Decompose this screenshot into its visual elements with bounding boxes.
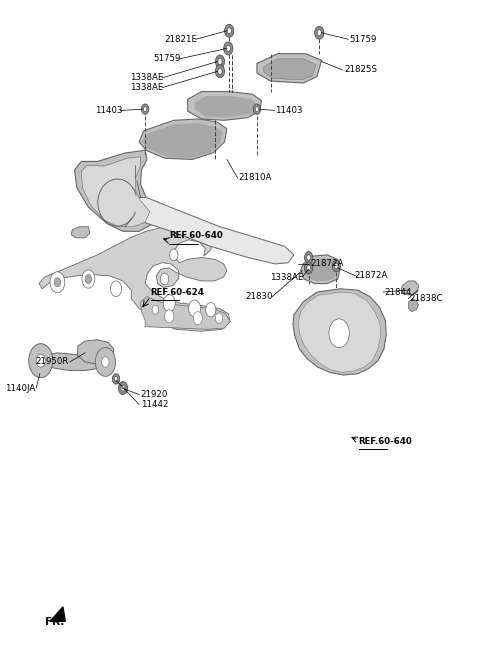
Circle shape	[119, 382, 128, 395]
Polygon shape	[401, 281, 419, 295]
Circle shape	[304, 262, 313, 274]
Circle shape	[121, 385, 125, 391]
Circle shape	[255, 107, 259, 112]
Polygon shape	[408, 298, 419, 312]
Circle shape	[160, 273, 168, 285]
Circle shape	[226, 45, 230, 51]
Circle shape	[142, 104, 149, 114]
Polygon shape	[264, 59, 316, 80]
Circle shape	[315, 26, 324, 39]
Circle shape	[253, 104, 261, 114]
Circle shape	[335, 263, 338, 268]
Text: 51759: 51759	[349, 35, 377, 44]
Polygon shape	[50, 607, 65, 621]
Text: REF.60-624: REF.60-624	[151, 287, 204, 297]
Circle shape	[225, 24, 234, 37]
Circle shape	[304, 251, 313, 263]
Circle shape	[29, 344, 53, 378]
Polygon shape	[139, 119, 227, 159]
Polygon shape	[82, 157, 150, 227]
Polygon shape	[141, 297, 230, 329]
Text: 51759: 51759	[153, 54, 180, 64]
Circle shape	[307, 255, 311, 260]
Circle shape	[165, 310, 174, 323]
Text: 21872A: 21872A	[310, 260, 343, 268]
Text: 21872A: 21872A	[354, 271, 387, 280]
Polygon shape	[257, 54, 322, 83]
Circle shape	[102, 357, 109, 367]
Text: 11403: 11403	[95, 106, 122, 115]
Circle shape	[112, 374, 120, 384]
Polygon shape	[78, 340, 114, 364]
Circle shape	[169, 249, 178, 260]
Polygon shape	[142, 123, 222, 158]
Circle shape	[95, 348, 116, 377]
Circle shape	[114, 377, 118, 381]
Text: 21920: 21920	[141, 390, 168, 399]
Polygon shape	[39, 225, 230, 331]
Text: 11403: 11403	[276, 106, 303, 115]
Circle shape	[205, 302, 216, 317]
Text: 21821E: 21821E	[164, 35, 197, 44]
Circle shape	[110, 281, 121, 297]
Circle shape	[36, 354, 46, 367]
Circle shape	[317, 30, 321, 35]
Text: 21838C: 21838C	[409, 294, 443, 303]
Polygon shape	[71, 227, 90, 238]
Text: 21810A: 21810A	[239, 173, 272, 182]
Circle shape	[163, 295, 175, 312]
Circle shape	[218, 58, 222, 64]
Circle shape	[144, 107, 147, 112]
Circle shape	[224, 42, 233, 55]
Circle shape	[54, 277, 60, 287]
Polygon shape	[194, 96, 257, 117]
Text: 21830: 21830	[246, 292, 273, 301]
Circle shape	[218, 68, 222, 74]
Circle shape	[216, 55, 225, 68]
Text: 21950R: 21950R	[35, 358, 69, 367]
Text: 1140JA: 1140JA	[5, 384, 35, 392]
Circle shape	[307, 265, 311, 270]
Circle shape	[193, 312, 203, 325]
Circle shape	[152, 305, 158, 314]
Text: REF.60-640: REF.60-640	[169, 232, 223, 241]
Polygon shape	[39, 353, 104, 371]
Polygon shape	[304, 258, 337, 281]
Text: 21825S: 21825S	[345, 66, 378, 75]
Circle shape	[85, 274, 92, 283]
Text: REF.60-640: REF.60-640	[359, 437, 412, 445]
Text: 21844: 21844	[384, 287, 411, 297]
Polygon shape	[299, 292, 381, 373]
Polygon shape	[108, 197, 294, 264]
Text: FR.: FR.	[46, 617, 65, 627]
Polygon shape	[188, 92, 262, 120]
Polygon shape	[74, 150, 157, 232]
Polygon shape	[301, 255, 340, 283]
Polygon shape	[293, 289, 386, 375]
Text: 1338AE: 1338AE	[270, 272, 303, 281]
Text: 11442: 11442	[141, 400, 168, 409]
Text: 1338AE: 1338AE	[130, 83, 164, 92]
Circle shape	[329, 319, 349, 348]
Circle shape	[332, 260, 340, 272]
Circle shape	[216, 65, 225, 78]
Text: 1338AE: 1338AE	[130, 73, 164, 82]
Circle shape	[216, 313, 223, 323]
Circle shape	[189, 300, 201, 317]
Circle shape	[227, 28, 231, 33]
Circle shape	[50, 272, 65, 293]
Circle shape	[82, 270, 95, 288]
